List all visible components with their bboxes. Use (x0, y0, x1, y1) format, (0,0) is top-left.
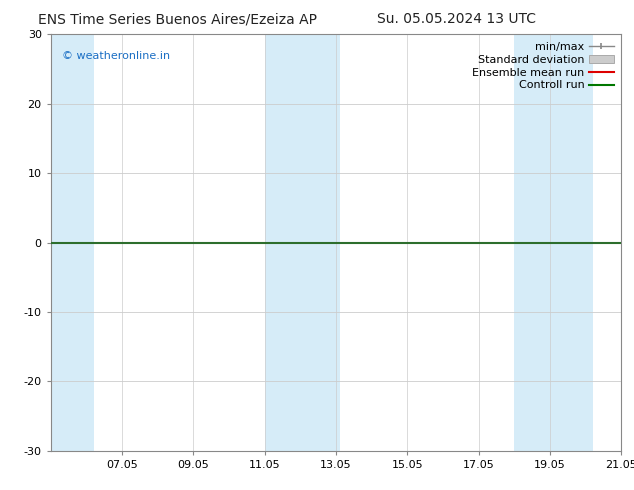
Text: © weatheronline.in: © weatheronline.in (62, 51, 171, 61)
Text: Su. 05.05.2024 13 UTC: Su. 05.05.2024 13 UTC (377, 12, 536, 26)
Bar (514, 34, 593, 451)
Bar (264, 34, 340, 451)
Text: ENS Time Series Buenos Aires/Ezeiza AP: ENS Time Series Buenos Aires/Ezeiza AP (38, 12, 317, 26)
Bar (51, 34, 93, 451)
Legend: min/max, Standard deviation, Ensemble mean run, Controll run: min/max, Standard deviation, Ensemble me… (470, 40, 616, 93)
